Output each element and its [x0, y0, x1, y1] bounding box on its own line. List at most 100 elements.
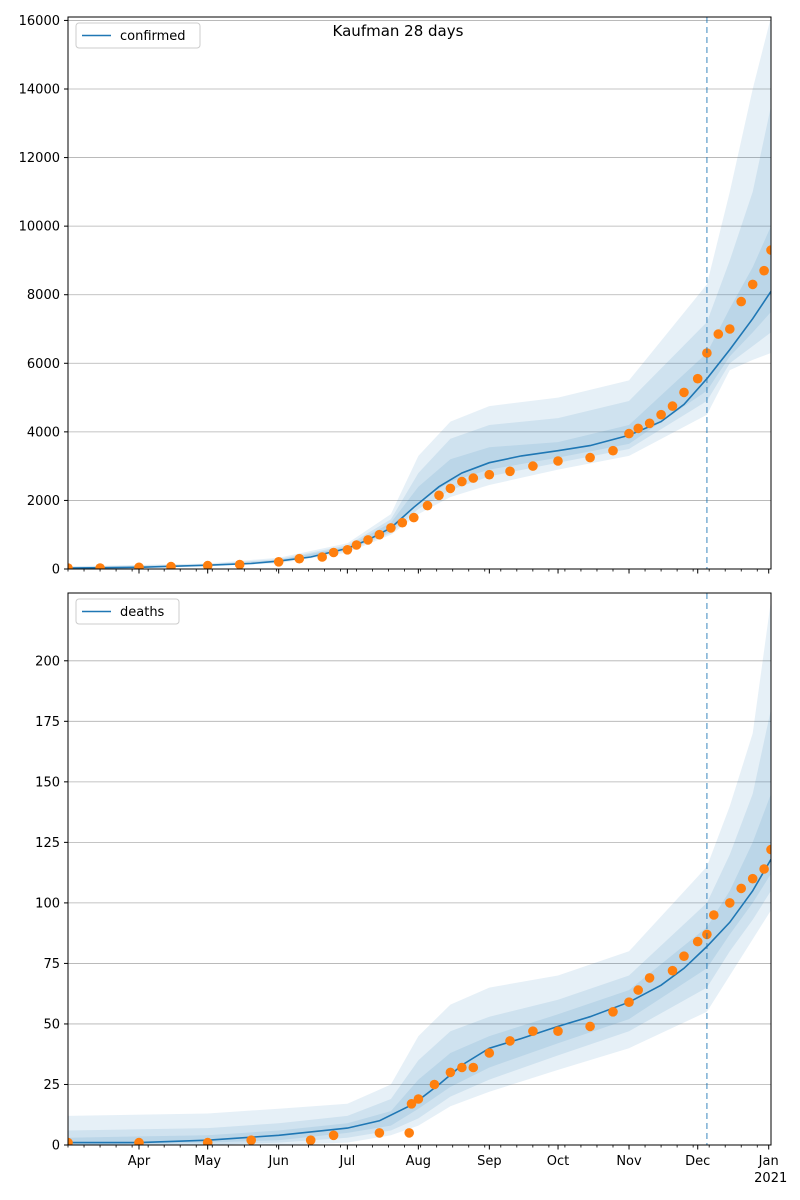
panel-confirmed: 0 2000 4000 6000 8000 10000 12000 14000 16000 con… — [19, 14, 772, 578]
observed-point — [528, 461, 538, 471]
observed-point — [386, 523, 396, 533]
observed-point — [608, 445, 618, 456]
observed-point — [624, 997, 634, 1007]
observed-point — [305, 1135, 316, 1145]
y-tick-label: 0 — [52, 1139, 60, 1154]
observed-point — [434, 490, 444, 501]
x-tick-label: Dec — [685, 1154, 710, 1169]
observed-point — [68, 563, 73, 569]
x-tick-label: Aug — [406, 1154, 431, 1169]
plot-area — [68, 17, 771, 569]
observed-point — [484, 1048, 495, 1058]
legend-label: deaths — [120, 605, 165, 620]
observed-point — [445, 483, 456, 494]
observed-point — [633, 985, 643, 995]
observed-point — [134, 1137, 144, 1145]
y-tick-label: 10000 — [19, 220, 60, 235]
x-tick-label: Sep — [477, 1154, 502, 1169]
observed-point — [445, 1067, 456, 1078]
observed-point — [725, 324, 735, 334]
observed-point — [404, 1128, 415, 1138]
observed-point — [633, 423, 643, 434]
observed-point — [422, 500, 433, 511]
legend-box — [75, 22, 201, 49]
observed-point — [246, 1135, 256, 1145]
observed-point — [351, 540, 362, 550]
observed-point — [95, 563, 105, 569]
y-tick-label: 2000 — [27, 494, 60, 509]
observed-point — [457, 476, 467, 487]
observed-point — [457, 1062, 467, 1073]
y-tick-label: 75 — [43, 957, 60, 972]
plot-area — [68, 600, 771, 1145]
uncertainty-band-1 — [68, 17, 771, 569]
observed-point — [363, 535, 373, 545]
observed-point — [679, 387, 689, 398]
observed-point — [202, 1137, 213, 1145]
observed-point — [374, 1128, 385, 1138]
y-tick-label: 175 — [35, 715, 60, 730]
y-tick-label: 150 — [35, 775, 60, 790]
observed-point — [667, 965, 678, 976]
y-tick-label: 0 — [52, 563, 60, 578]
observed-point — [759, 265, 769, 276]
observed-point — [468, 473, 479, 483]
observed-point — [553, 456, 563, 466]
model-line-confirmed — [68, 290, 771, 569]
uncertainty-band-2 — [68, 106, 771, 569]
axes-frame — [67, 16, 772, 570]
uncertainty-band-1 — [68, 600, 771, 1145]
observed-point — [766, 245, 771, 255]
observed-point — [585, 452, 595, 463]
x-tick-label: Jan — [758, 1154, 779, 1169]
observed-point — [397, 517, 408, 528]
observed-point — [409, 512, 419, 523]
observed-point — [608, 1007, 618, 1017]
observed-point — [68, 1137, 73, 1145]
observed-point — [317, 552, 328, 562]
observed-point — [679, 951, 689, 961]
observed-point — [553, 1026, 563, 1036]
y-tick-label: 4000 — [27, 425, 60, 440]
observed-point — [759, 864, 769, 874]
uncertainty-band-2 — [68, 709, 771, 1145]
observed-point — [644, 418, 655, 429]
observed-points — [68, 245, 771, 569]
observed-point — [528, 1026, 538, 1036]
observed-point — [692, 373, 703, 384]
observed-point — [585, 1021, 595, 1032]
observed-point — [342, 545, 353, 555]
observed-point — [273, 557, 284, 567]
y-tick-label: 125 — [35, 836, 60, 851]
observed-point — [202, 560, 213, 569]
observed-point — [505, 466, 515, 477]
observed-point — [725, 898, 735, 908]
y-tick-label: 6000 — [27, 357, 60, 372]
observed-point — [713, 329, 724, 339]
uncertainty-band-3 — [68, 793, 771, 1145]
observed-point — [709, 910, 719, 920]
x-year-label: 2021 — [754, 1171, 787, 1186]
y-tick-label: 14000 — [19, 83, 60, 98]
x-tick-label: Apr — [128, 1154, 151, 1169]
y-tick-label: 50 — [43, 1017, 60, 1032]
axes-frame — [67, 592, 772, 1146]
y-tick-label: 25 — [43, 1078, 60, 1093]
observed-point — [413, 1094, 424, 1104]
observed-point — [644, 973, 655, 983]
observed-point — [134, 562, 144, 569]
legend: deaths — [75, 598, 180, 625]
observed-point — [624, 428, 634, 439]
observed-point — [328, 1130, 339, 1141]
observed-point — [692, 936, 703, 947]
x-tick-label: Nov — [616, 1154, 642, 1169]
observed-point — [374, 529, 385, 540]
observed-point — [736, 296, 746, 307]
legend-label: confirmed — [120, 29, 186, 44]
y-tick-label: 12000 — [19, 151, 60, 166]
observed-point — [468, 1062, 479, 1073]
observed-point — [406, 1099, 417, 1109]
x-tick-label: Oct — [547, 1154, 569, 1169]
observed-point — [667, 401, 678, 411]
